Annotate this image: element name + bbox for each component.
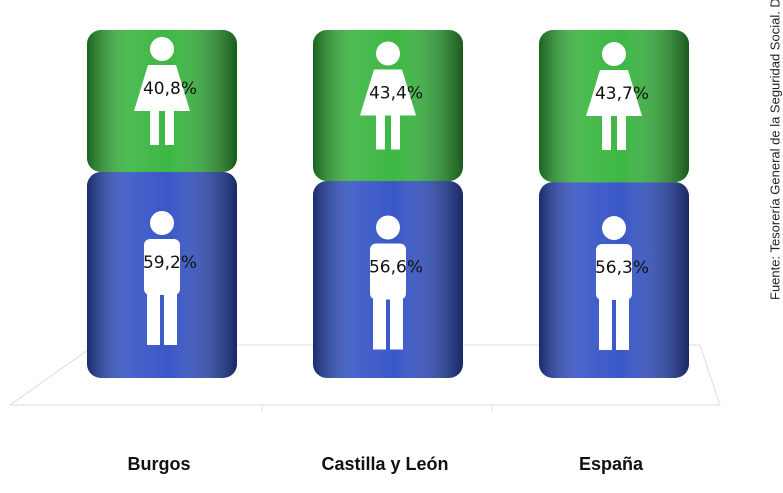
icon-leg [602, 116, 611, 150]
icon-head [376, 42, 400, 66]
value-label: 59,2% [143, 253, 197, 273]
value-label: 56,6% [369, 258, 423, 278]
icon-head [376, 216, 400, 240]
icon-leg [391, 116, 400, 150]
chart: Fuente: Tesorería General de la Segurida… [0, 0, 783, 493]
icon-head [602, 42, 626, 66]
value-label: 43,4% [369, 84, 423, 104]
icon-leg [376, 116, 385, 150]
icon-leg [165, 111, 174, 145]
icon-leg [599, 298, 612, 350]
icon-leg [164, 293, 177, 345]
x-tick-label: Burgos [128, 454, 191, 474]
source: Fuente: Tesorería General de la Segurida… [767, 0, 782, 300]
icon-leg [147, 293, 160, 345]
icon-leg [617, 116, 626, 150]
icon-leg [390, 298, 403, 350]
icon-leg [373, 298, 386, 350]
icon-leg [616, 298, 629, 350]
icon-leg [150, 111, 159, 145]
value-label: 43,7% [595, 84, 649, 104]
x-tick-label: España [579, 454, 644, 474]
icon-head [150, 37, 174, 61]
icon-head [602, 216, 626, 240]
value-label: 56,3% [595, 258, 649, 278]
x-tick-label: Castilla y León [321, 454, 448, 474]
icon-head [150, 211, 174, 235]
value-label: 40,8% [143, 79, 197, 99]
